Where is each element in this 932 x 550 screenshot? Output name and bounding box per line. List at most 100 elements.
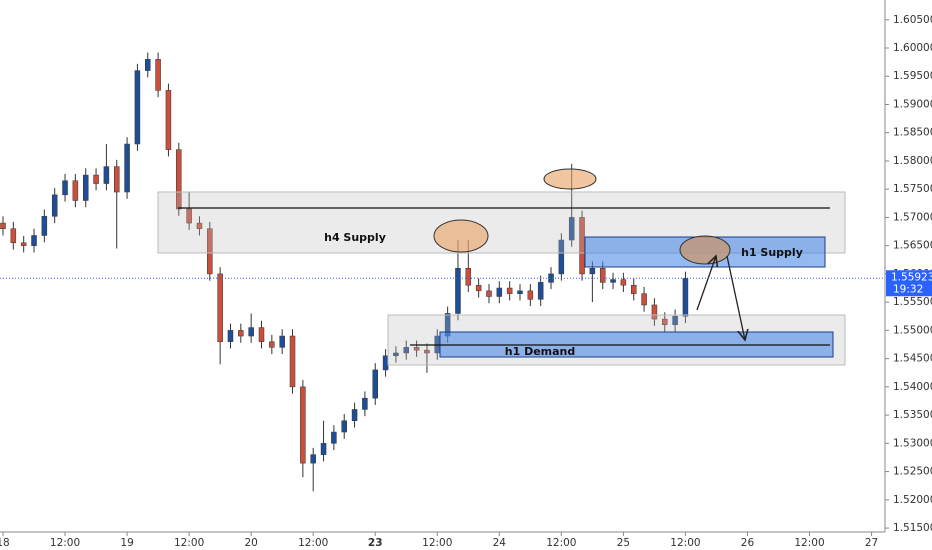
y-tick-label: 1.52000 (893, 494, 932, 506)
y-tick-label: 1.60500 (893, 14, 932, 26)
candle-body (517, 290, 523, 294)
y-tick-label: 1.58000 (893, 155, 932, 167)
candle-body (217, 273, 223, 342)
candle-body (196, 222, 203, 229)
x-tick-label: 18 (0, 537, 10, 549)
candle-body (610, 279, 616, 283)
candle-body (393, 352, 399, 357)
x-tick-label: 20 (244, 537, 257, 549)
candle-body (41, 216, 48, 236)
candle-body (630, 284, 637, 294)
candle-body (682, 278, 689, 317)
x-tick-label: 12:00 (174, 537, 204, 549)
candle-body (82, 174, 89, 201)
y-tick-label: 1.60000 (893, 42, 932, 54)
y-tick-label: 1.53500 (893, 409, 932, 421)
candle-body (372, 369, 378, 399)
y-tick-label: 1.57000 (893, 211, 932, 223)
x-tick-label: 12:00 (670, 537, 700, 549)
candle-body (248, 327, 254, 337)
arrow (726, 255, 745, 340)
candle-body (331, 431, 337, 444)
x-tick-label: 12:00 (422, 537, 452, 549)
x-tick-label: 27 (865, 537, 878, 549)
candle-body (113, 166, 120, 193)
candle-body (207, 228, 213, 275)
candle-body (320, 443, 327, 455)
candle-body (589, 268, 596, 275)
candle-body (506, 287, 513, 294)
candle-body (10, 228, 17, 244)
y-tick-label: 1.59000 (893, 98, 932, 110)
x-tick-label: 23 (368, 537, 383, 549)
candle-body (279, 335, 285, 348)
last-price-box (886, 270, 932, 297)
highlight-ellipse (433, 219, 489, 253)
x-tick-label: 25 (617, 537, 630, 549)
y-tick-label: 1.54500 (893, 353, 932, 365)
candle-body (568, 217, 575, 241)
candle-body (465, 268, 472, 286)
candle-body (620, 279, 627, 286)
candle-body (341, 420, 347, 433)
x-tick-label: 12:00 (50, 537, 80, 549)
y-tick-label: 1.52500 (893, 466, 932, 478)
highlight-ellipse (543, 168, 597, 190)
candle-body (155, 59, 161, 91)
h4-supply-label: h4 Supply (324, 231, 386, 244)
candle-body (382, 355, 389, 371)
candle-body (310, 454, 316, 464)
candle-body (537, 282, 544, 300)
candle-body (20, 242, 27, 246)
candle-body (486, 290, 492, 297)
y-tick-label: 1.57500 (893, 183, 932, 195)
candle-body (300, 386, 306, 464)
annotations: h4 Supply h1 Demand h1 Supply (157, 168, 846, 366)
highlight-ellipse (679, 235, 731, 265)
x-tick-label: 12:00 (546, 537, 576, 549)
candle-body (455, 268, 461, 314)
x-tick-label: 12:00 (794, 537, 824, 549)
candle-body (238, 330, 244, 337)
candle-body (62, 180, 68, 196)
candle-body (186, 208, 192, 224)
arrow (696, 256, 716, 311)
y-tick-label: 1.53000 (893, 437, 932, 449)
candle-body (51, 194, 58, 217)
candle-body (93, 174, 99, 184)
candle-body (672, 316, 678, 325)
x-tick-label: 19 (120, 537, 133, 549)
candle-body (599, 268, 606, 283)
candle-body (289, 335, 296, 388)
candle-body (165, 90, 172, 150)
candle-body (145, 59, 151, 71)
candle-body (269, 341, 275, 348)
candle-body (124, 143, 130, 193)
candle-body (527, 290, 534, 300)
y-tick-label: 1.58500 (893, 127, 932, 139)
candle-body (0, 222, 6, 229)
h1-demand-label: h1 Demand (505, 345, 576, 358)
candle-body (475, 284, 482, 292)
candle-body (651, 304, 658, 320)
y-tick-label: 1.51500 (893, 522, 932, 534)
countdown-label: 19:32 (893, 283, 923, 295)
y-tick-label: 1.59500 (893, 70, 932, 82)
candle-body (72, 180, 79, 201)
candle-body (548, 273, 554, 283)
x-tick-label: 26 (741, 537, 755, 549)
last-price-label: 1.55923 (891, 271, 932, 283)
candle-body (662, 318, 668, 325)
candle-body (403, 347, 410, 354)
y-tick-label: 1.56500 (893, 240, 932, 252)
y-tick-label: 1.55000 (893, 324, 932, 336)
y-tick-label: 1.55500 (893, 296, 932, 308)
candle-body (258, 327, 265, 342)
candle-body (176, 149, 182, 210)
candle-body (413, 347, 420, 351)
candle-body (31, 235, 37, 246)
candle-body (134, 70, 141, 145)
candle-body (351, 409, 358, 421)
